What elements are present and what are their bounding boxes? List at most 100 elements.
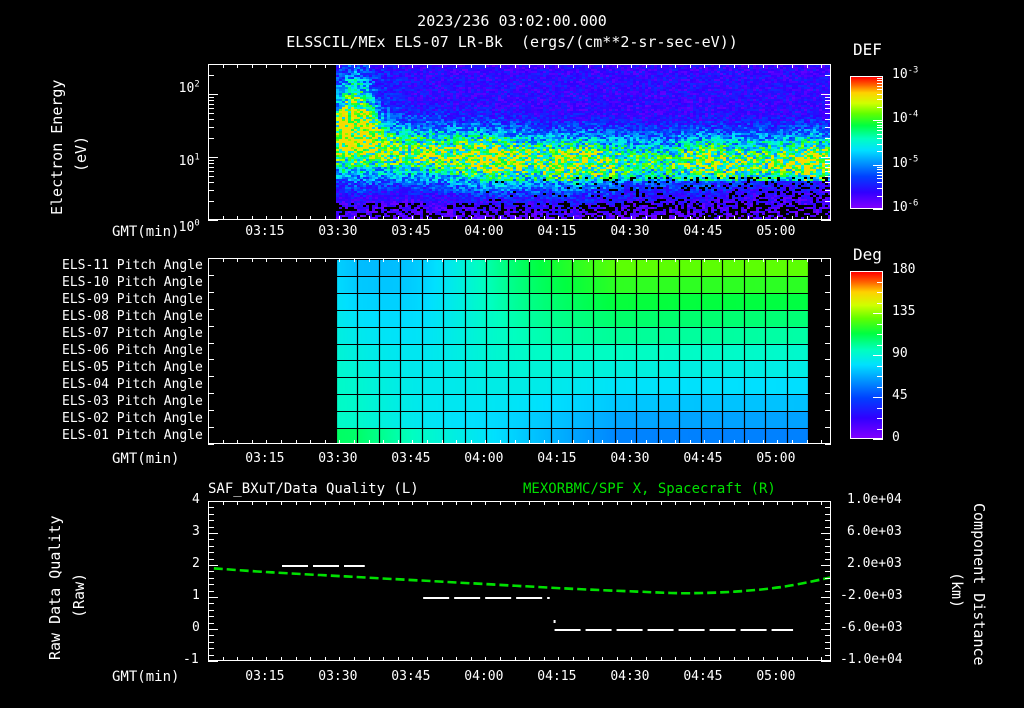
panel1-ytick-1: 100 [178, 218, 200, 235]
axis-tick [485, 440, 486, 444]
axis-tick [208, 163, 214, 164]
axis-tick [208, 64, 209, 68]
panel3-right-tick-label: -1.0e+04 [840, 652, 903, 667]
pitch-angle-row-label: ELS-07 Pitch Angle [62, 326, 203, 342]
panel3-ylabel-left-units: (Raw) [70, 572, 88, 618]
pitch-angle-plot-area[interactable] [208, 258, 831, 444]
def-colorbar-tick-label: 10-4 [892, 109, 919, 126]
axis-tick [208, 444, 214, 445]
axis-tick [825, 163, 831, 164]
axis-tick [208, 157, 218, 158]
axis-tick [873, 439, 883, 440]
data-quality-plot-area[interactable] [208, 501, 831, 661]
axis-tick [821, 157, 831, 158]
xtick-label: 03:45 [391, 669, 431, 684]
axis-tick [690, 440, 691, 444]
axis-tick [807, 258, 808, 262]
axis-tick [500, 501, 501, 505]
axis-tick [675, 64, 676, 68]
panel3-ylabel-left: Raw Data Quality [46, 515, 64, 661]
axis-tick [748, 216, 749, 220]
axis-tick [877, 99, 883, 100]
axis-tick [412, 501, 413, 505]
axis-tick [398, 501, 399, 505]
axis-tick [296, 657, 297, 661]
axis-tick [777, 657, 778, 661]
axis-tick [369, 64, 370, 68]
axis-tick [825, 655, 831, 656]
axis-tick [208, 603, 214, 604]
axis-tick [646, 64, 647, 68]
spectrogram-canvas [209, 65, 830, 219]
axis-tick [777, 440, 778, 444]
axis-tick [792, 657, 793, 661]
axis-tick [877, 169, 883, 170]
spectrogram-plot-area[interactable] [208, 64, 831, 220]
axis-tick [412, 657, 413, 661]
axis-tick [208, 258, 209, 262]
axis-tick [281, 64, 282, 68]
pitch-angle-row-label: ELS-10 Pitch Angle [62, 275, 203, 291]
axis-tick [208, 507, 214, 508]
axis-tick [296, 216, 297, 220]
axis-tick [877, 178, 883, 179]
axis-tick [544, 64, 545, 68]
xtick-label: 03:30 [318, 669, 358, 684]
axis-tick [602, 216, 603, 220]
axis-tick [631, 258, 632, 262]
axis-tick [825, 275, 831, 276]
axis-tick [792, 501, 793, 505]
axis-tick [529, 258, 530, 262]
pitch-angle-row-label: ELS-01 Pitch Angle [62, 427, 203, 443]
deg-colorbar-tick-label: 180 [892, 262, 916, 277]
axis-tick [223, 64, 224, 68]
axis-tick [825, 119, 831, 120]
axis-tick [825, 610, 831, 611]
axis-tick [690, 64, 691, 68]
def-colorbar[interactable] [850, 76, 883, 209]
axis-tick [208, 113, 214, 114]
axis-tick [588, 216, 589, 220]
axis-tick [877, 83, 883, 84]
axis-tick [471, 501, 472, 505]
axis-tick [877, 151, 883, 152]
axis-tick [719, 258, 720, 262]
axis-tick [529, 657, 530, 661]
axis-tick [208, 623, 214, 624]
axis-tick [825, 539, 831, 540]
axis-tick [208, 527, 214, 528]
axis-tick [873, 76, 883, 77]
axis-tick [877, 138, 883, 139]
pitch-angle-canvas [209, 259, 830, 443]
axis-tick [558, 258, 559, 262]
axis-tick [208, 64, 214, 65]
axis-tick [825, 410, 831, 411]
axis-tick [877, 282, 883, 283]
axis-tick [208, 616, 214, 617]
xtick-label: 05:00 [756, 669, 796, 684]
axis-tick [471, 64, 472, 68]
pitch-angle-row-label: ELS-08 Pitch Angle [62, 309, 203, 325]
axis-tick [825, 113, 831, 114]
axis-tick [427, 501, 428, 505]
axis-tick [529, 440, 530, 444]
axis-tick [631, 64, 632, 68]
axis-tick [807, 216, 808, 220]
axis-tick [544, 258, 545, 262]
axis-tick [208, 584, 214, 585]
axis-tick [821, 565, 831, 566]
axis-tick [792, 216, 793, 220]
axis-tick [777, 216, 778, 220]
axis-tick [748, 501, 749, 505]
axis-tick [825, 182, 831, 183]
axis-tick [748, 64, 749, 68]
panel2-xlabel: GMT(min) [112, 451, 180, 467]
axis-tick [588, 501, 589, 505]
xtick-label: 05:00 [756, 451, 796, 466]
axis-tick [646, 501, 647, 505]
axis-tick [325, 440, 326, 444]
axis-tick [354, 501, 355, 505]
axis-tick [877, 196, 883, 197]
pitch-angle-row-label: ELS-05 Pitch Angle [62, 359, 203, 375]
axis-tick [208, 182, 214, 183]
